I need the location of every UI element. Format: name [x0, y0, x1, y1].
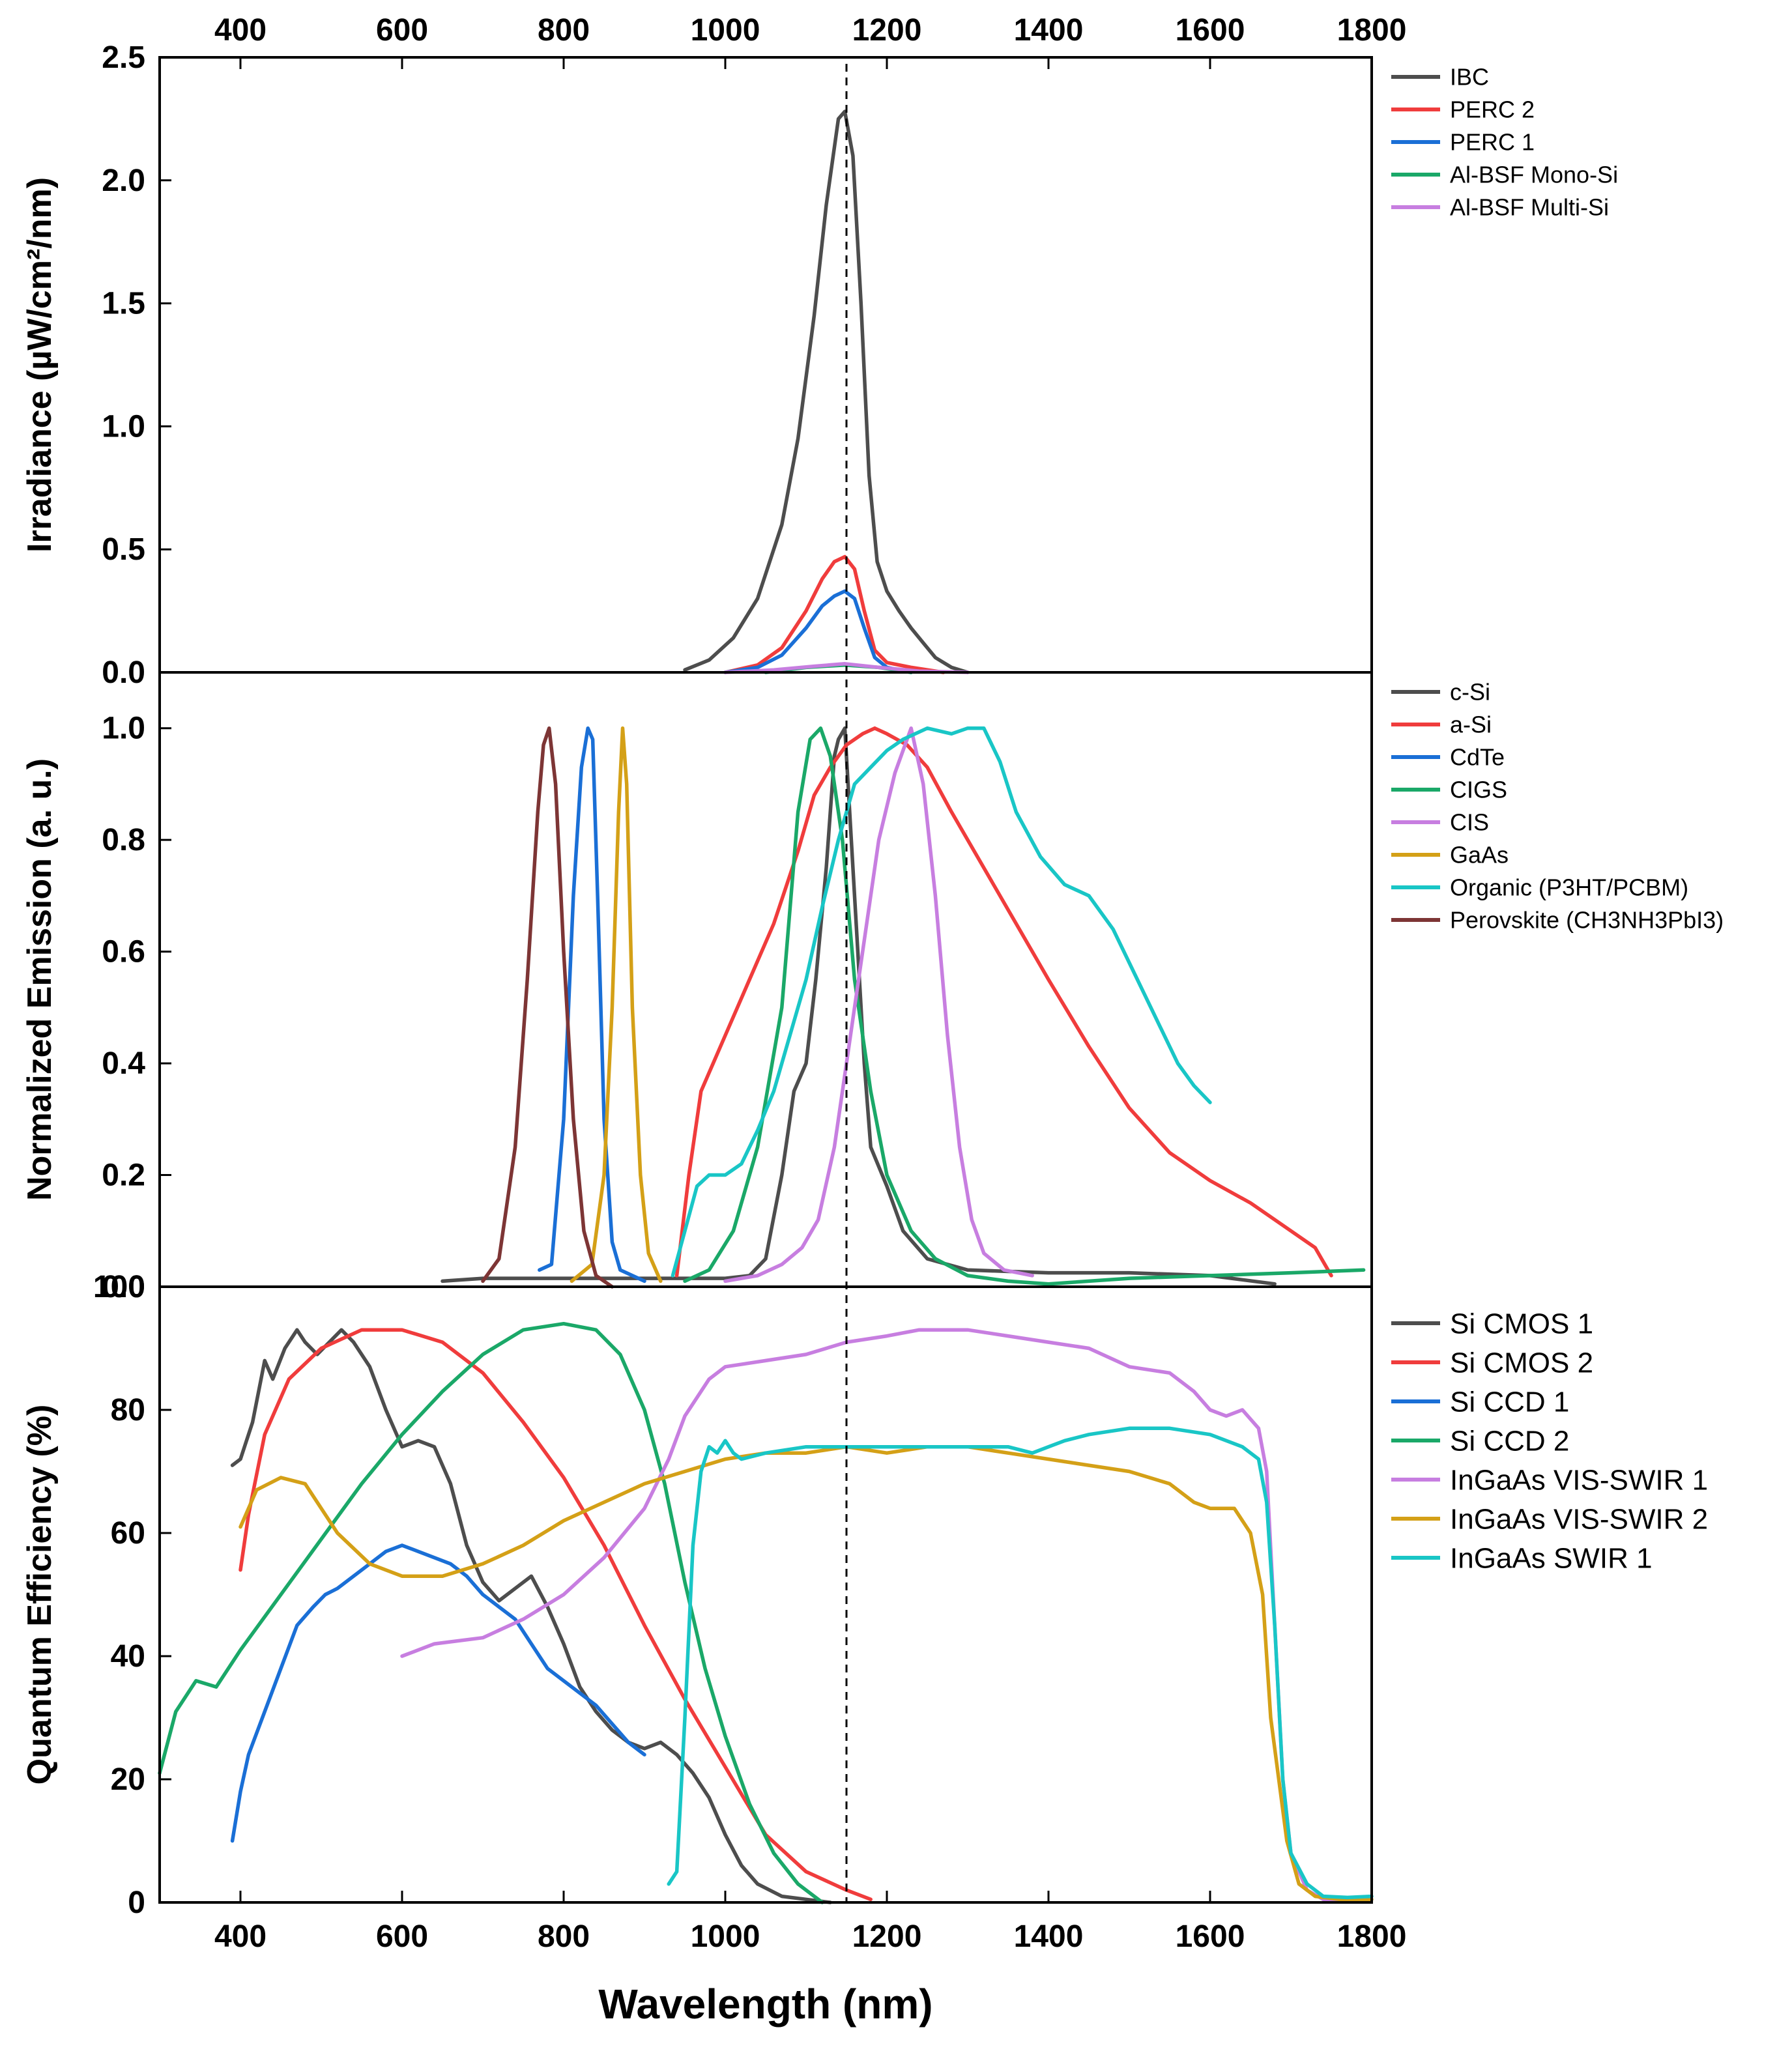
y-tick-label: 2.5 — [102, 40, 145, 75]
series-line-perc-1 — [723, 589, 913, 674]
y-tick-label: 1.5 — [102, 287, 145, 321]
y-tick-label: 20 — [111, 1762, 145, 1797]
legend-label-perc-2: PERC 2 — [1450, 96, 1535, 123]
top-x-tick-label: 600 — [376, 13, 428, 48]
emission-y-axis-label: Normalized Emission (a. u.) — [21, 758, 59, 1201]
series-line-c-si — [441, 726, 1277, 1286]
bottom-x-tick-label: 400 — [214, 1919, 267, 1954]
bottom-x-tick-label: 1000 — [691, 1919, 760, 1954]
legend-label-gaas: GaAs — [1450, 842, 1509, 868]
top-x-axis: 400 600 800 1000 1200 1400 1600 1800 — [214, 13, 1406, 69]
legend-label-si-cmos-2: Si CMOS 2 — [1450, 1347, 1593, 1379]
qe-series — [158, 1321, 1374, 1904]
series-line-si-cmos-1 — [230, 1328, 832, 1904]
emission-panel: Normalized Emission (a. u.) c-Si a-Si CdTe… — [21, 679, 1724, 1304]
legend-label-si-ccd-1: Si CCD 1 — [1450, 1386, 1569, 1418]
outer-frame — [158, 56, 1373, 1904]
y-tick-label: 1.0 — [102, 711, 145, 746]
y-tick-label: 0 — [128, 1885, 145, 1920]
legend-label-ibc: IBC — [1450, 64, 1489, 91]
series-line-si-ccd-1 — [230, 1543, 646, 1843]
emission-series — [441, 726, 1366, 1289]
y-tick-label: 0.8 — [102, 823, 145, 857]
bottom-x-tick-label: 1200 — [852, 1919, 922, 1954]
series-line-cigs — [683, 726, 1366, 1286]
bottom-x-tick-label: 1800 — [1337, 1919, 1407, 1954]
legend-label-ingaas-vis-swir-2: InGaAs VIS-SWIR 2 — [1450, 1503, 1708, 1535]
irradiance-legend: IBC PERC 2 PERC 1 Al-BSF Mono-Si Al-BSF Mult… — [1391, 64, 1618, 221]
legend-label-perovskite-ch3nh3pbi3: Perovskite (CH3NH3PbI3) — [1450, 907, 1724, 934]
series-line-ingaas-swir-1 — [667, 1426, 1374, 1900]
legend-label-ingaas-vis-swir-1: InGaAs VIS-SWIR 1 — [1450, 1464, 1708, 1496]
legend-label-a-si: a-Si — [1450, 711, 1492, 738]
x-axis-label: Wavelength (nm) — [598, 1981, 932, 2028]
y-tick-label: 60 — [111, 1516, 145, 1551]
y-tick-label: 100 — [93, 1270, 145, 1304]
quantum-efficiency-panel: Quantum Efficiency (%) Si CMOS 1Si CMOS … — [21, 1270, 1708, 1920]
y-tick-label: 2.0 — [102, 164, 145, 198]
y-tick-label: 80 — [111, 1393, 145, 1427]
top-x-tick-label: 1400 — [1014, 13, 1084, 48]
y-tick-label: 0.6 — [102, 935, 145, 969]
irradiance-series — [683, 109, 970, 674]
series-line-ingaas-vis-swir-2 — [238, 1444, 1374, 1902]
plot-frame — [158, 56, 1373, 1904]
series-line-gaas — [570, 726, 663, 1283]
irradiance-y-axis-label: Irradiance (µW/cm²/nm) — [21, 177, 59, 552]
top-x-tick-label: 1600 — [1176, 13, 1245, 48]
bottom-x-tick-label: 1600 — [1176, 1919, 1245, 1954]
legend-label-perc-1: PERC 1 — [1450, 129, 1535, 156]
legend-label-al-bsf-mono-si: Al-BSF Mono-Si — [1450, 162, 1618, 188]
series-line-cis — [723, 726, 1034, 1283]
y-tick-label: 0.0 — [102, 1270, 145, 1304]
bottom-x-tick-label: 1400 — [1014, 1919, 1084, 1954]
irradiance-panel: Irradiance (µW/cm²/nm) IBC PERC 2 PERC 1 Al… — [21, 40, 1618, 690]
y-tick-label: 0.5 — [102, 532, 145, 567]
qe-legend: Si CMOS 1 Si CMOS 2 Si CCD 1 Si CCD 2 InGaAs… — [1391, 1308, 1708, 1574]
bottom-x-axis: 400 600 800 1000 1200 1400 1600 1800 — [214, 1891, 1406, 1954]
series-line-a-si — [674, 726, 1333, 1278]
bottom-x-tick-label: 600 — [376, 1919, 428, 1954]
series-line-cdte — [538, 726, 646, 1283]
series-line-perc-2 — [723, 554, 946, 674]
legend-label-organic-p3ht-pcbm: Organic (P3HT/PCBM) — [1450, 874, 1688, 901]
top-x-tick-label: 400 — [214, 13, 267, 48]
legend-label-si-cmos-1: Si CMOS 1 — [1450, 1308, 1593, 1340]
series-line-si-ccd-2 — [158, 1321, 824, 1904]
y-tick-label: 0.0 — [102, 655, 145, 690]
top-x-tick-label: 1200 — [852, 13, 922, 48]
legend-label-si-ccd-2: Si CCD 2 — [1450, 1425, 1569, 1457]
legend-label-cigs: CIGS — [1450, 777, 1507, 803]
legend-label-ingaas-swir-1: InGaAs SWIR 1 — [1450, 1542, 1653, 1574]
bottom-x-tick-label: 800 — [538, 1919, 590, 1954]
series-line-ibc — [683, 109, 970, 674]
top-x-tick-label: 1000 — [691, 13, 760, 48]
legend-label-cis: CIS — [1450, 809, 1489, 836]
top-x-tick-label: 1800 — [1337, 13, 1407, 48]
legend-label-cdte: CdTe — [1450, 744, 1505, 771]
y-tick-label: 0.2 — [102, 1158, 145, 1193]
legend-label-al-bsf-multi-si: Al-BSF Multi-Si — [1450, 194, 1609, 221]
y-tick-label: 40 — [111, 1639, 145, 1674]
emission-legend: c-Si a-Si CdTe CIGS CIS GaAs Organic (P3HT/PCB… — [1391, 679, 1724, 934]
y-tick-label: 0.4 — [102, 1046, 145, 1081]
legend-label-c-si: c-Si — [1450, 679, 1490, 706]
qe-y-axis-label: Quantum Efficiency (%) — [21, 1405, 59, 1785]
top-x-tick-label: 800 — [538, 13, 590, 48]
series-line-organic-p3ht-pcbm — [671, 726, 1212, 1278]
series-line-perovskite-ch3nh3pbi3 — [481, 726, 614, 1289]
y-tick-label: 1.0 — [102, 409, 145, 444]
